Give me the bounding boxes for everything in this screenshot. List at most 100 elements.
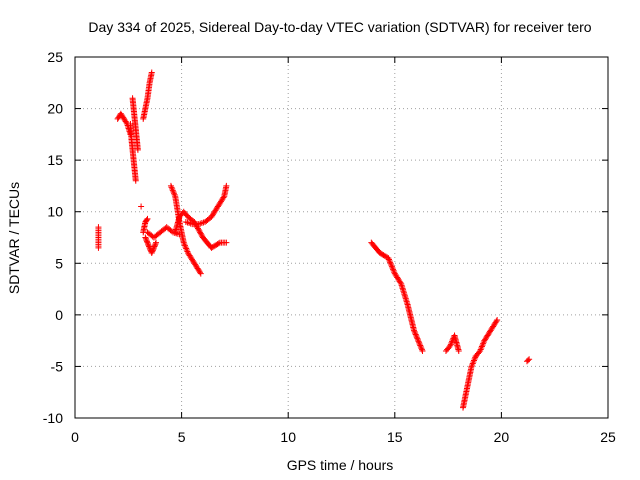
data-point xyxy=(151,243,158,250)
data-point xyxy=(197,230,204,237)
data-point xyxy=(183,245,190,252)
data-point xyxy=(148,249,155,256)
data-point xyxy=(479,342,486,349)
data-point xyxy=(142,234,149,241)
data-point xyxy=(195,226,202,233)
data-point xyxy=(493,318,500,325)
data-point xyxy=(145,242,152,249)
y-tick-label: 10 xyxy=(47,204,63,220)
data-point xyxy=(412,330,419,337)
data-point xyxy=(138,203,145,210)
x-tick-label: 5 xyxy=(178,429,186,445)
data-point xyxy=(447,342,454,349)
data-point xyxy=(181,241,188,248)
data-point xyxy=(415,338,422,345)
y-tick-label: 25 xyxy=(47,49,63,65)
x-tick-label: 15 xyxy=(387,429,403,445)
data-point xyxy=(196,228,203,235)
data-point xyxy=(388,263,395,270)
data-point xyxy=(469,360,476,367)
x-tick-label: 25 xyxy=(600,429,616,445)
data-point xyxy=(469,361,476,368)
data-point xyxy=(123,119,130,126)
data-point xyxy=(220,194,227,201)
data-point xyxy=(183,247,190,254)
data-point xyxy=(390,267,397,274)
axes: 0 5 10 15 20 25 25 20 15 10 5 0 -5 -10 xyxy=(43,49,616,445)
data-point xyxy=(169,187,176,194)
plot-border xyxy=(74,56,609,419)
data-points xyxy=(95,69,533,411)
data-point xyxy=(414,336,421,343)
data-point xyxy=(417,343,424,350)
data-point xyxy=(455,347,462,354)
data-point xyxy=(150,246,157,253)
data-point xyxy=(143,237,150,244)
data-point xyxy=(182,244,189,251)
data-point xyxy=(471,356,478,363)
data-point xyxy=(478,345,485,352)
data-point xyxy=(447,341,454,348)
data-point xyxy=(388,262,395,269)
data-point xyxy=(223,182,230,189)
y-tick-label: 15 xyxy=(47,152,63,168)
y-tick-label: -5 xyxy=(51,358,64,374)
data-point xyxy=(142,235,149,242)
data-point xyxy=(387,260,394,267)
x-tick-label: 10 xyxy=(280,429,296,445)
data-point xyxy=(480,340,487,347)
data-point xyxy=(223,239,230,246)
data-point xyxy=(385,255,392,262)
data-point xyxy=(151,242,158,249)
data-point xyxy=(144,215,151,222)
data-point xyxy=(153,239,160,246)
data-point xyxy=(480,339,487,346)
data-point xyxy=(470,357,477,364)
data-point xyxy=(152,240,159,247)
data-point xyxy=(134,146,141,153)
data-point xyxy=(412,331,419,338)
data-point xyxy=(526,356,533,363)
data-point xyxy=(477,346,484,353)
data-point xyxy=(416,341,423,348)
data-point xyxy=(418,346,425,353)
y-axis-label: SDTVAR / TECUs xyxy=(6,182,22,294)
data-point xyxy=(470,359,477,366)
data-point xyxy=(148,69,155,76)
data-point xyxy=(411,328,418,335)
data-point xyxy=(414,335,421,342)
data-point xyxy=(180,239,187,246)
data-point xyxy=(196,269,203,276)
y-tick-label: 0 xyxy=(55,307,63,323)
chart-title: Day 334 of 2025, Sidereal Day-to-day VTE… xyxy=(88,19,591,35)
data-point xyxy=(413,334,420,341)
data-point xyxy=(389,264,396,271)
data-point xyxy=(391,269,398,276)
data-point xyxy=(494,317,501,324)
data-point xyxy=(397,279,404,286)
data-point xyxy=(145,240,152,247)
data-point xyxy=(410,327,417,334)
data-point xyxy=(171,191,178,198)
data-point xyxy=(132,177,139,184)
data-point xyxy=(478,343,485,350)
data-point xyxy=(198,231,205,238)
data-point xyxy=(150,244,157,251)
data-point xyxy=(416,339,423,346)
grid xyxy=(75,57,608,418)
data-point xyxy=(417,342,424,349)
data-point xyxy=(170,190,177,197)
data-point xyxy=(390,266,397,273)
data-point xyxy=(144,239,151,246)
data-point xyxy=(181,242,188,249)
y-tick-label: -10 xyxy=(43,410,63,426)
data-point xyxy=(385,256,392,263)
data-point xyxy=(387,259,394,266)
data-point xyxy=(197,270,204,277)
data-point xyxy=(167,182,174,189)
data-point xyxy=(184,248,191,255)
data-point xyxy=(146,243,153,250)
data-point xyxy=(418,345,425,352)
